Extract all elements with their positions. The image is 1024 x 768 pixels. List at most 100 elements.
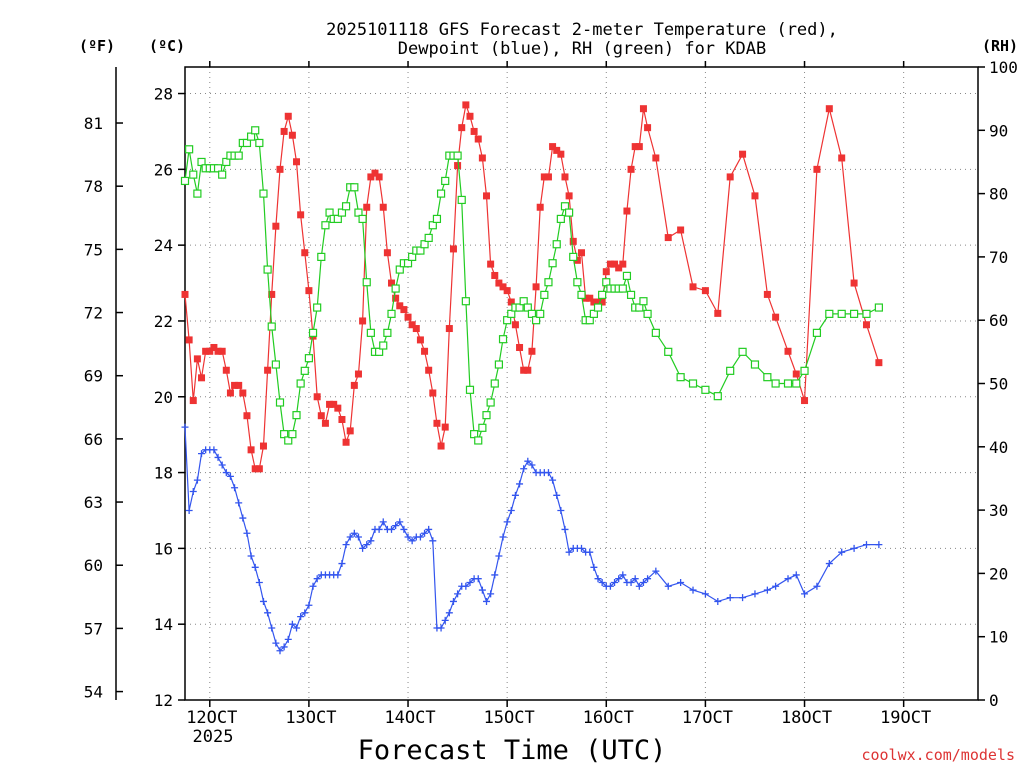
rh-point (255, 138, 264, 148)
temperature-point (801, 397, 809, 405)
temperature-point (251, 465, 259, 473)
temperature-point (862, 321, 870, 329)
dewpoint-point (445, 609, 453, 617)
rh-point (482, 411, 491, 420)
dewpoint-point (276, 647, 284, 655)
rh-point (321, 221, 330, 230)
dewpoint-point (247, 552, 255, 560)
dewpoint-point (499, 533, 507, 541)
rh-tick-label: 100 (989, 58, 1018, 77)
series-temperature (181, 101, 883, 473)
rh-point (375, 347, 384, 356)
temperature-point (214, 347, 222, 355)
temperature-point (305, 287, 313, 295)
rh-point (503, 316, 512, 325)
dewpoint-point (243, 529, 251, 537)
rh-point (300, 366, 309, 375)
dewpoint-point (305, 601, 313, 609)
rh-point (602, 278, 611, 287)
f-tick-label: 75 (84, 240, 103, 259)
dewpoint-point (838, 548, 846, 556)
dewpoint-point (210, 446, 218, 454)
rh-point (180, 176, 190, 186)
dewpoint-point (404, 533, 412, 541)
dewpoint-point (619, 571, 627, 579)
rh-point (750, 360, 760, 369)
rh-point (519, 297, 528, 306)
temperature-point (412, 325, 420, 333)
rh-tick-label: 20 (989, 564, 1008, 583)
time-axis: 12OCT 13OCT 14OCT 15OCT 16OCT 17OCT 18OCT 19OCT (186, 61, 931, 728)
dewpoint-point (615, 575, 623, 583)
temperature-point (507, 298, 515, 306)
temperature-point (239, 389, 247, 397)
temperature-point (202, 347, 210, 355)
rh-point (222, 157, 231, 167)
rh-point (379, 341, 388, 350)
dewpoint-point (354, 533, 362, 541)
rh-point (304, 354, 314, 363)
temperature-point (462, 101, 470, 109)
c-tick-label: 22 (154, 312, 173, 331)
temperature-point (639, 105, 647, 113)
rh-point (333, 214, 342, 224)
temperature-point (321, 419, 329, 427)
dewpoint-point (297, 613, 305, 621)
temperature-point (466, 112, 474, 120)
temperature-point (544, 173, 552, 181)
dewpoint-point (611, 578, 619, 586)
dewpoint-point (421, 529, 429, 537)
temperature-point (449, 245, 457, 253)
temperature-point (491, 271, 499, 279)
rh-point (457, 195, 466, 205)
temperature-point (404, 313, 412, 321)
x-tick-label: 15OCT (484, 708, 535, 728)
dewpoint-point (524, 457, 532, 465)
dewpoint-point (334, 571, 342, 579)
temperature-point (268, 290, 276, 298)
dewpoint-point (288, 620, 296, 628)
dewpoint-point (264, 609, 272, 617)
rh-point (259, 189, 268, 198)
temperature-point (193, 355, 201, 363)
dewpoint-point (639, 578, 647, 586)
temperature-point (850, 279, 858, 287)
rh-tick-label: 50 (989, 375, 1008, 394)
rh-point (383, 328, 392, 337)
rh-point (251, 126, 260, 135)
temperature-point (677, 226, 685, 234)
rh-point (540, 290, 549, 299)
dewpoint-point (825, 560, 833, 568)
dewpoint-point (309, 582, 317, 590)
temperature-point (276, 165, 284, 173)
temperature-point (623, 207, 631, 215)
rh-point (387, 309, 396, 318)
rh-point (544, 278, 553, 287)
dewpoint-point (367, 537, 375, 545)
rh-point (635, 303, 644, 312)
temperature-point (425, 366, 433, 374)
temperature-point (751, 192, 759, 200)
rh-point (726, 366, 735, 375)
series-dewpoint (181, 423, 883, 655)
rh-point (432, 214, 442, 224)
f-tick-label: 78 (84, 177, 103, 196)
dewpoint-point (792, 571, 800, 579)
temperature-point (280, 127, 288, 135)
temperature-point (259, 442, 267, 450)
dewpoint-point (850, 544, 858, 552)
dewpoint-point (503, 518, 511, 526)
temperature-point (557, 150, 565, 158)
dewpoint-point (528, 461, 536, 469)
temperature-point (255, 465, 263, 473)
dewpoint-point (474, 575, 482, 583)
dewpoint-point (726, 594, 734, 602)
temperature-point (511, 321, 519, 329)
dewpoint-point (544, 469, 552, 477)
rh-point (474, 436, 483, 445)
temperature-point (611, 260, 619, 268)
temperature-point (206, 347, 214, 355)
dewpoint-point (701, 590, 709, 598)
dewpoint-point (429, 537, 437, 545)
temperature-point (875, 359, 883, 367)
